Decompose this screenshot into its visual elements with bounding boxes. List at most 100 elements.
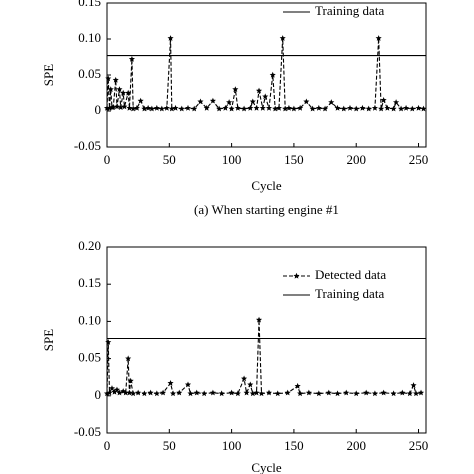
x-tick-label: 100: [222, 438, 242, 453]
legend-label: Training data: [315, 286, 384, 301]
point-marker: [343, 389, 350, 396]
point-marker: [176, 389, 183, 396]
point-marker: [398, 105, 405, 112]
point-marker: [122, 389, 129, 396]
point-marker: [249, 98, 256, 105]
point-marker: [133, 104, 140, 111]
point-marker: [209, 97, 216, 104]
point-marker: [282, 105, 289, 112]
point-marker: [262, 93, 269, 100]
y-tick-label: 0.10: [78, 312, 101, 327]
point-marker: [269, 71, 276, 78]
caption: (a) When starting engine #1: [194, 202, 339, 217]
x-tick-label: 250: [409, 152, 429, 167]
x-tick-label: 150: [284, 152, 304, 167]
point-marker: [274, 390, 281, 397]
x-tick-label: 200: [346, 152, 366, 167]
point-marker: [412, 390, 420, 397]
y-tick-label: -0.05: [74, 424, 101, 439]
point-marker: [249, 390, 256, 397]
point-marker: [285, 104, 292, 111]
x-tick-label: 150: [284, 438, 304, 453]
x-tick-label: 0: [104, 438, 111, 453]
series-line: [106, 319, 422, 395]
point-marker: [191, 105, 198, 112]
point-marker: [247, 104, 254, 111]
point-marker: [384, 104, 391, 111]
point-marker: [116, 389, 123, 396]
point-marker: [290, 105, 297, 112]
point-marker: [415, 104, 422, 111]
point-marker: [125, 355, 132, 362]
point-marker: [363, 389, 370, 396]
x-axis-label: Cycle: [251, 460, 282, 474]
point-marker: [255, 316, 263, 323]
point-marker: [284, 389, 291, 396]
point-marker: [322, 105, 329, 112]
point-marker: [197, 98, 204, 105]
point-marker: [187, 390, 194, 397]
point-marker: [258, 390, 265, 397]
point-marker: [135, 389, 142, 396]
x-tick-label: 50: [163, 152, 176, 167]
point-marker: [228, 105, 235, 112]
point-marker: [255, 87, 263, 94]
point-marker: [105, 339, 112, 345]
point-marker: [353, 390, 360, 397]
point-marker: [130, 105, 137, 112]
point-marker: [137, 97, 144, 104]
point-marker: [178, 105, 185, 112]
point-marker: [222, 104, 229, 111]
point-marker: [167, 379, 174, 386]
legend-label: Detected data: [315, 267, 386, 282]
point-marker: [393, 99, 400, 105]
point-marker: [420, 105, 427, 112]
point-marker: [315, 390, 322, 397]
point-marker: [218, 390, 225, 397]
point-marker: [234, 390, 241, 397]
x-tick-label: 200: [346, 438, 366, 453]
point-marker: [315, 104, 322, 111]
point-marker: [105, 75, 112, 82]
point-marker: [167, 35, 174, 41]
point-marker: [110, 104, 117, 110]
point-marker: [108, 385, 116, 391]
point-marker: [232, 86, 239, 92]
legend-label: Training data: [315, 3, 384, 18]
point-marker: [346, 104, 354, 111]
point-marker: [226, 99, 233, 105]
point-marker: [309, 105, 316, 112]
point-marker: [297, 104, 304, 111]
point-marker: [201, 390, 208, 397]
point-marker: [371, 390, 378, 397]
point-marker: [303, 98, 310, 105]
plot-frame: [106, 246, 427, 434]
point-marker: [148, 105, 155, 112]
point-marker: [259, 104, 266, 111]
point-marker: [112, 76, 119, 83]
y-tick-label: 0.15: [78, 0, 101, 9]
point-marker: [145, 104, 152, 111]
y-axis-label: SPE: [41, 64, 56, 86]
point-marker: [127, 377, 134, 384]
point-marker: [380, 389, 387, 396]
point-marker: [253, 104, 260, 111]
point-marker: [328, 99, 335, 105]
point-marker: [390, 390, 397, 397]
point-marker: [410, 382, 417, 388]
y-tick-label: 0.05: [78, 66, 101, 81]
y-tick-label: -0.05: [74, 138, 101, 153]
point-marker: [107, 86, 114, 92]
point-marker: [172, 104, 179, 111]
x-tick-label: 250: [409, 438, 429, 453]
point-marker: [241, 375, 248, 382]
point-marker: [247, 381, 254, 388]
point-marker: [203, 104, 210, 111]
point-marker: [265, 104, 273, 111]
point-marker: [128, 55, 135, 62]
point-marker: [279, 35, 286, 41]
point-marker: [297, 390, 304, 397]
point-marker: [325, 389, 332, 396]
point-marker: [184, 104, 192, 111]
